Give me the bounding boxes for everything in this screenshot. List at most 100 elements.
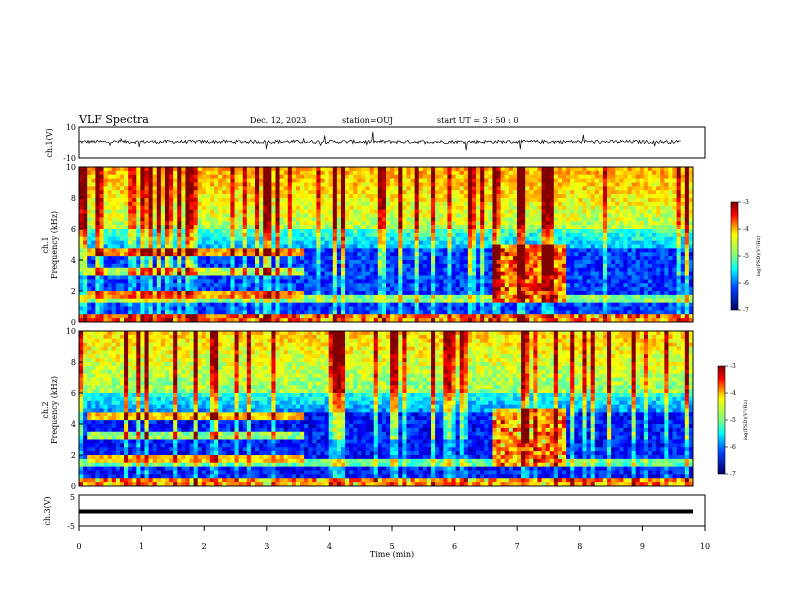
spectrogram-cell xyxy=(87,221,92,226)
spectrogram-cell xyxy=(259,170,264,176)
spectrogram-cell xyxy=(173,283,178,288)
spectrogram-cell xyxy=(103,198,108,203)
spectrogram-cell xyxy=(259,260,264,265)
spectrogram-cell xyxy=(672,167,677,172)
spectrogram-cell xyxy=(566,213,571,218)
spectrogram-cell xyxy=(676,190,682,195)
spectrogram-cell xyxy=(627,263,632,269)
spectrogram-cell xyxy=(271,232,276,238)
spectrogram-cell xyxy=(508,283,514,288)
spectrogram-cell xyxy=(324,205,329,210)
spectrogram-cell xyxy=(586,213,591,218)
spectrogram-cell xyxy=(164,252,170,257)
spectrogram-cell xyxy=(107,190,113,195)
spectrogram-cell xyxy=(169,294,174,300)
spectrogram-cell xyxy=(435,291,440,296)
spectrogram-cell xyxy=(574,279,579,284)
spectrogram-cell xyxy=(365,182,370,187)
spectrogram-cell xyxy=(512,167,518,172)
spectrogram-cell xyxy=(316,291,321,296)
spectrogram-cell xyxy=(557,217,563,222)
spectrogram-cell xyxy=(533,190,538,195)
spectrogram-cell xyxy=(492,283,497,288)
spectrogram-cell xyxy=(488,213,493,218)
spectrogram-cell xyxy=(119,283,125,288)
spectrogram-cell xyxy=(369,170,375,176)
spectrogram-cell xyxy=(279,201,284,207)
spectrogram-cell xyxy=(136,201,141,207)
spectrogram-cell xyxy=(660,287,665,292)
spectrogram-cell xyxy=(426,275,432,280)
spectrogram-cell xyxy=(549,194,555,199)
spectrogram-cell xyxy=(361,190,366,195)
spectrogram-cell xyxy=(238,225,244,230)
spectrogram-cell xyxy=(181,263,186,269)
spectrogram-cell xyxy=(361,221,366,226)
spectrogram-cell xyxy=(173,248,178,253)
spectrogram-cell xyxy=(660,167,665,172)
spectrogram-cell xyxy=(136,209,141,214)
spectrogram-cell xyxy=(537,236,542,241)
spectrogram-cell xyxy=(103,287,108,292)
spectrogram-cell xyxy=(426,252,432,257)
spectrogram-cell xyxy=(455,248,460,253)
spectrogram-cell xyxy=(676,287,682,292)
spectrogram-cell xyxy=(287,283,293,288)
spectrogram-cell xyxy=(152,291,158,296)
spectrogram-cell xyxy=(328,232,334,238)
spectrogram-cell xyxy=(492,236,497,241)
spectrogram-cell xyxy=(152,240,158,245)
spectrogram-cell xyxy=(639,201,645,207)
spectrogram-cell xyxy=(226,170,231,176)
spectrogram-cell xyxy=(259,291,264,296)
spectrogram-cell xyxy=(119,294,125,300)
spectrogram-cell xyxy=(308,194,313,199)
spectrogram-cell xyxy=(541,275,546,280)
spectrogram-cell xyxy=(95,252,100,257)
spectrogram-cell xyxy=(562,209,567,214)
spectrogram-cell xyxy=(173,167,178,172)
spectrogram-cell xyxy=(488,236,493,241)
spectrogram-cell xyxy=(361,232,366,238)
spectrogram-cell xyxy=(234,205,239,210)
spectrogram-cell xyxy=(201,229,207,234)
spectrogram-cell xyxy=(230,267,235,272)
spectrogram-cell xyxy=(373,229,379,234)
spectrogram-cell xyxy=(488,174,493,179)
spectrogram-cell xyxy=(99,283,104,288)
spectrogram-cell xyxy=(185,178,190,183)
spectrogram-cell xyxy=(300,213,305,218)
spectrogram-cell xyxy=(643,209,649,214)
spectrogram-cell xyxy=(357,213,362,218)
spectrogram-cell xyxy=(308,186,313,191)
spectrogram-cell xyxy=(152,256,158,261)
spectrogram-cell xyxy=(279,225,284,230)
spectrogram-cell xyxy=(390,232,395,238)
spectrogram-cell xyxy=(545,217,551,222)
spectrogram-cell xyxy=(115,236,121,241)
spectrogram-cell xyxy=(103,190,108,195)
spectrogram-cell xyxy=(230,198,235,203)
spectrogram-cell xyxy=(128,279,133,284)
spectrogram-cell xyxy=(525,291,530,296)
spectrogram-cell xyxy=(99,294,104,300)
spectrogram-cell xyxy=(87,256,92,261)
spectrogram-cell xyxy=(602,248,608,253)
spectrogram-cell xyxy=(668,279,673,284)
spectrogram-cell xyxy=(557,236,563,241)
spectrogram-cell xyxy=(263,182,268,187)
spectrogram-cell xyxy=(684,194,690,199)
spectrogram-cell xyxy=(590,198,596,203)
spectrogram-cell xyxy=(308,263,313,269)
spectrogram-cell xyxy=(426,291,432,296)
spectrogram-cell xyxy=(300,283,305,288)
spectrogram-cell xyxy=(230,170,235,176)
spectrogram-cell xyxy=(79,221,84,226)
spectrogram-cell xyxy=(353,271,358,276)
spectrogram-cell xyxy=(83,201,88,207)
spectrogram-cell xyxy=(533,170,538,176)
spectrogram-cell xyxy=(328,201,334,207)
spectrogram-cell xyxy=(553,209,559,214)
spectrogram-cell xyxy=(242,263,248,269)
spectrogram-cell xyxy=(611,244,616,249)
